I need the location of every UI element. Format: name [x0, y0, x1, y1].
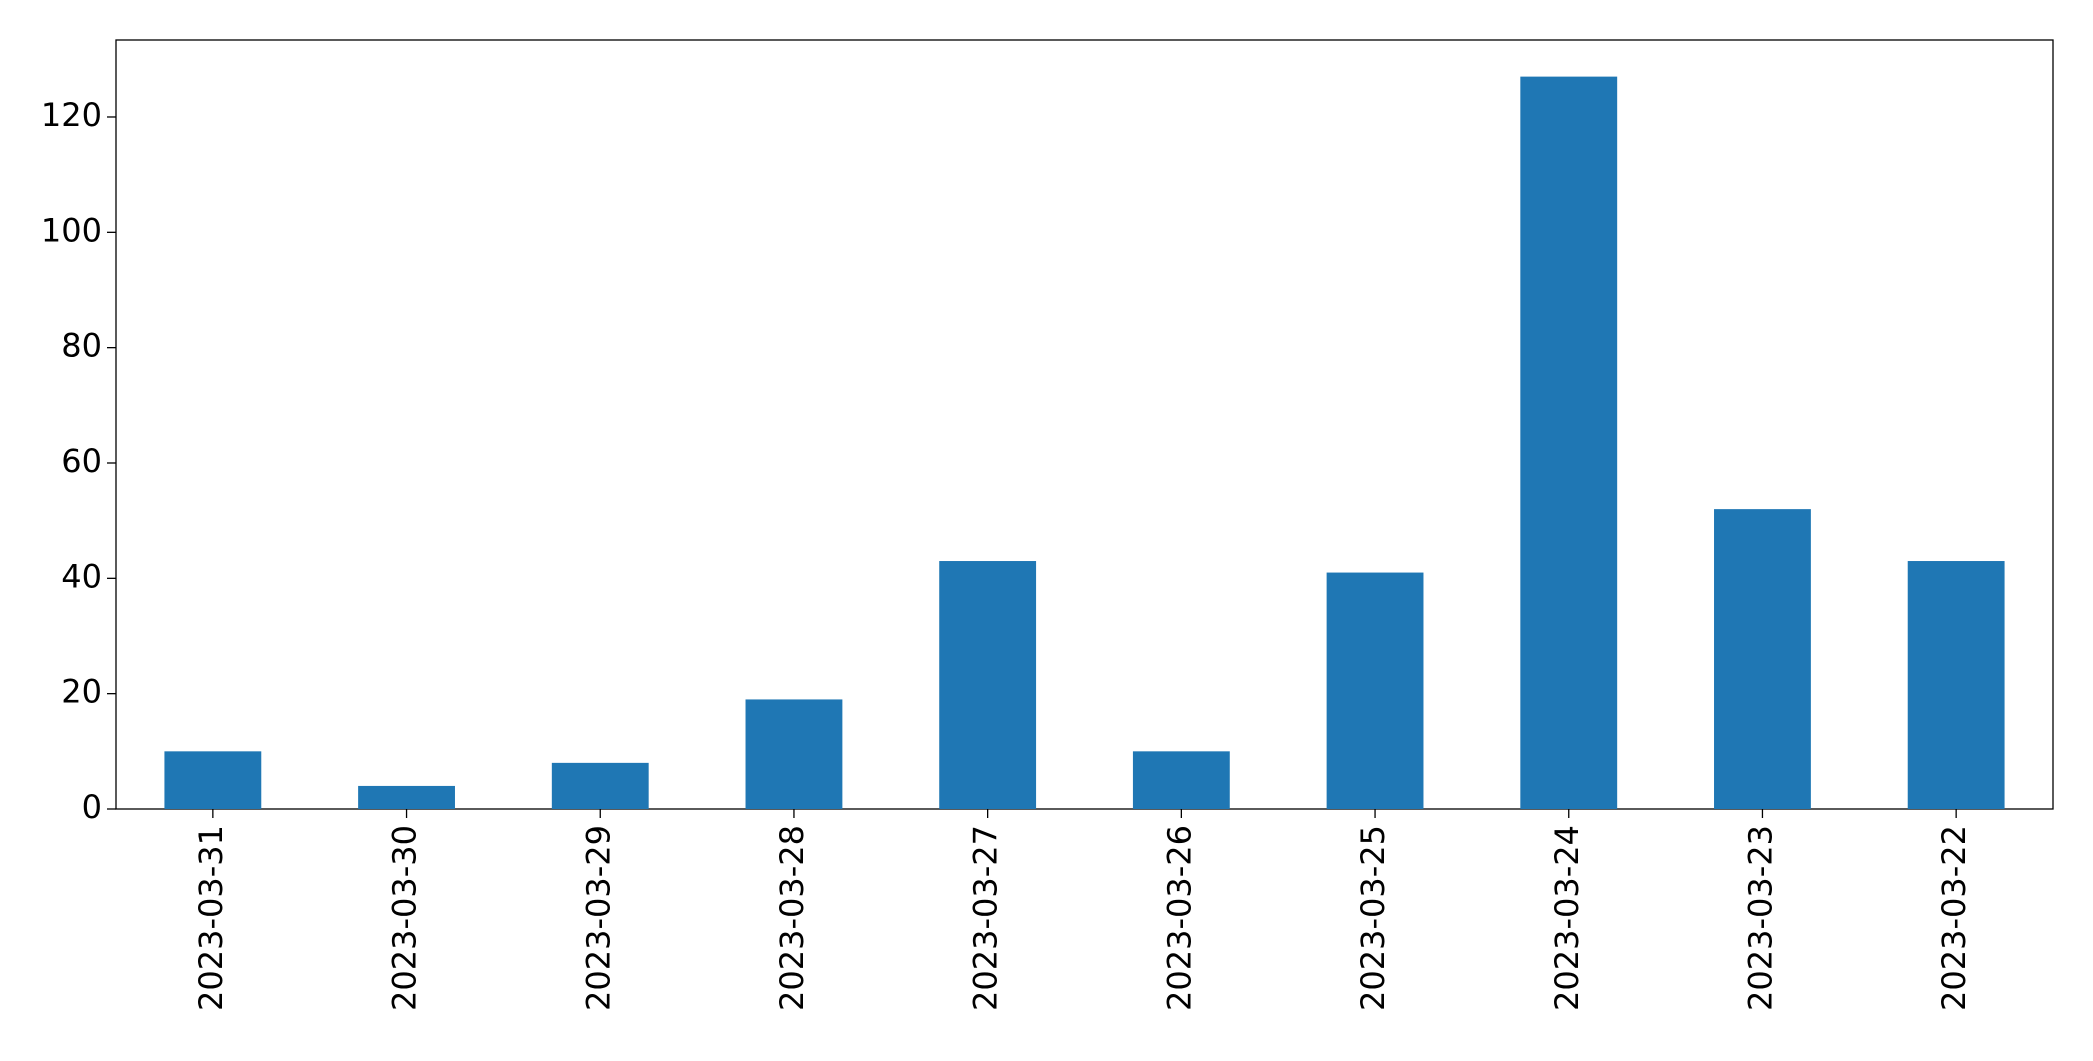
y-tick-label: 20 [61, 673, 102, 711]
y-tick-label: 120 [41, 96, 102, 134]
x-tick-label: 2023-03-27 [967, 825, 1005, 1011]
bar [745, 699, 843, 809]
bar [1326, 572, 1424, 809]
bar [1714, 509, 1811, 809]
x-tick-label: 2023-03-23 [1741, 825, 1779, 1011]
bar [939, 561, 1037, 809]
y-tick-label: 0 [82, 788, 102, 826]
bar [358, 785, 455, 809]
x-tick-label: 2023-03-26 [1160, 825, 1198, 1011]
bar [164, 751, 262, 809]
bar [1907, 561, 2005, 809]
x-tick-label: 2023-03-24 [1548, 825, 1586, 1011]
plot-frame [115, 39, 2054, 810]
bar [1520, 76, 1618, 810]
x-tick-label: 2023-03-22 [1935, 825, 1973, 1011]
y-tick-label: 40 [61, 557, 102, 595]
bar [1132, 751, 1230, 809]
y-tick-label: 100 [41, 211, 102, 249]
x-tick-label: 2023-03-29 [579, 825, 617, 1011]
x-tick-label: 2023-03-28 [773, 825, 811, 1011]
x-tick-label: 2023-03-30 [386, 825, 424, 1011]
x-tick-label: 2023-03-31 [192, 825, 230, 1011]
x-tick-label: 2023-03-25 [1354, 825, 1392, 1011]
bar [551, 762, 649, 809]
y-tick-label: 60 [61, 442, 102, 480]
y-tick-label: 80 [61, 327, 102, 365]
